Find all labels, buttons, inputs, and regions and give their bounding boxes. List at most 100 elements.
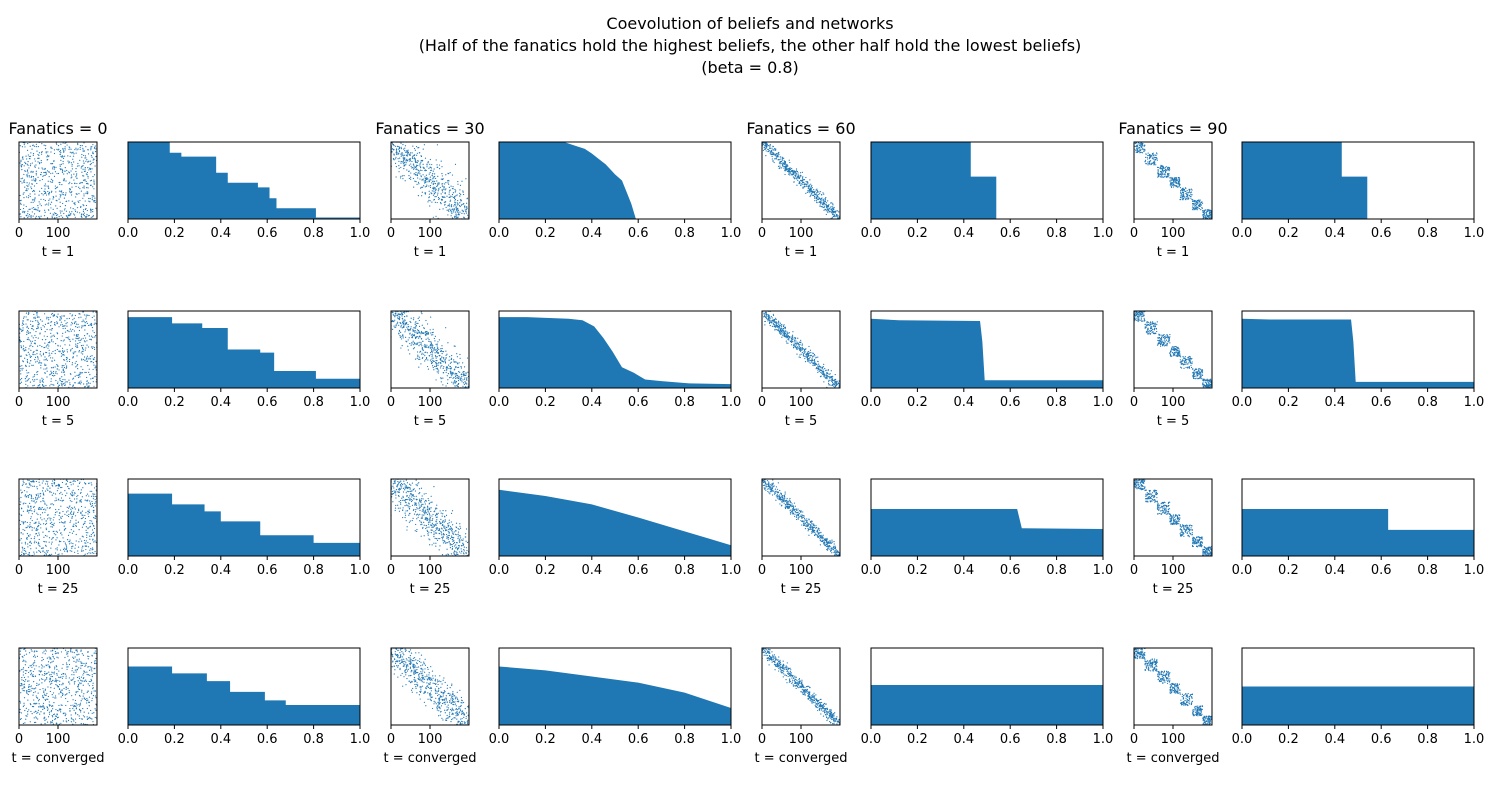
scatter-point — [76, 165, 79, 167]
scatter-point — [81, 327, 83, 329]
scatter-point — [42, 652, 44, 654]
scatter-point — [397, 491, 399, 493]
scatter-point — [412, 155, 414, 157]
scatter-point — [44, 313, 46, 315]
scatter-point — [32, 485, 34, 487]
scatter-point — [395, 156, 397, 158]
scatter-point — [94, 505, 96, 507]
scatter-point — [452, 188, 454, 190]
scatter-point — [426, 346, 428, 348]
scatter-point — [77, 691, 79, 693]
scatter-point — [30, 344, 32, 346]
scatter-point — [433, 186, 435, 188]
scatter-point — [88, 169, 90, 171]
scatter-point — [82, 150, 84, 152]
scatter-point — [455, 214, 457, 216]
scatter-point — [62, 163, 64, 165]
scatter-point — [434, 177, 437, 180]
scatter-point — [94, 319, 96, 321]
scatter-point — [465, 212, 468, 214]
scatter-point — [62, 340, 64, 342]
belief-area — [128, 317, 360, 388]
scatter-point — [406, 155, 409, 157]
scatter-point — [66, 492, 68, 494]
scatter-point — [89, 197, 91, 200]
scatter-point — [74, 656, 76, 658]
scatter-point — [36, 702, 38, 704]
scatter-point — [84, 168, 86, 170]
scatter-point — [59, 492, 61, 495]
scatter-point — [407, 153, 409, 155]
scatter-point — [28, 709, 30, 711]
scatter-point — [90, 216, 92, 218]
scatter-point — [420, 331, 422, 334]
scatter-point — [65, 693, 67, 696]
scatter-point — [39, 514, 42, 516]
scatter-point — [437, 347, 439, 349]
scatter-point — [41, 706, 43, 708]
scatter-point — [416, 183, 418, 185]
scatter-point — [458, 204, 461, 207]
scatter-point — [432, 176, 434, 178]
scatter-point — [403, 480, 405, 482]
scatter-point — [71, 315, 73, 317]
scatter-point — [442, 520, 444, 523]
scatter-point — [69, 550, 71, 552]
scatter-point — [434, 508, 437, 510]
scatter-point — [35, 174, 37, 176]
scatter-point — [420, 343, 423, 345]
scatter-point — [51, 181, 54, 183]
scatter-point — [72, 158, 74, 160]
scatter-point — [402, 337, 404, 339]
scatter-point — [430, 495, 432, 497]
scatter-point — [455, 554, 457, 556]
scatter-point — [46, 359, 48, 361]
scatter-point — [465, 373, 467, 375]
scatter-point — [62, 522, 65, 524]
scatter-point — [70, 649, 72, 651]
scatter-point — [87, 532, 89, 534]
scatter-point — [24, 146, 26, 148]
scatter-point — [424, 355, 426, 357]
scatter-point — [35, 320, 37, 322]
scatter-point — [408, 502, 410, 504]
scatter-point — [432, 187, 434, 189]
scatter-point — [49, 677, 51, 679]
scatter-point — [457, 385, 459, 388]
scatter-point — [27, 379, 29, 381]
scatter-point — [445, 350, 447, 352]
scatter-point — [54, 374, 56, 377]
scatter-point — [62, 712, 65, 714]
x-tick-label: 0 — [15, 226, 23, 241]
scatter-point — [83, 693, 85, 695]
scatter-point — [36, 345, 39, 347]
scatter-point — [457, 213, 460, 216]
scatter-point — [70, 542, 72, 544]
scatter-point — [28, 671, 30, 674]
scatter-point — [419, 164, 421, 166]
scatter-point — [34, 540, 36, 542]
scatter-point — [44, 209, 46, 211]
scatter-point — [80, 511, 82, 513]
scatter-point — [437, 184, 439, 186]
scatter-point — [401, 323, 403, 325]
scatter-point — [29, 155, 32, 157]
scatter-point — [462, 538, 464, 540]
x-tick-label: 0.0 — [118, 732, 139, 747]
scatter-point — [74, 718, 77, 720]
scatter-point — [83, 662, 85, 665]
scatter-point — [417, 332, 419, 334]
scatter-point — [28, 552, 30, 554]
scatter-point — [84, 521, 86, 523]
scatter-point — [457, 203, 459, 205]
scatter-point — [58, 688, 61, 690]
scatter-point — [58, 216, 60, 218]
scatter-point — [83, 214, 85, 217]
scatter-point — [74, 699, 77, 702]
x-tick-label: 0 — [15, 563, 23, 578]
scatter-point — [456, 216, 458, 218]
x-tick-label: 0.0 — [489, 563, 510, 578]
scatter-point — [26, 510, 28, 513]
scatter-point — [84, 553, 86, 555]
scatter-point — [438, 354, 440, 357]
